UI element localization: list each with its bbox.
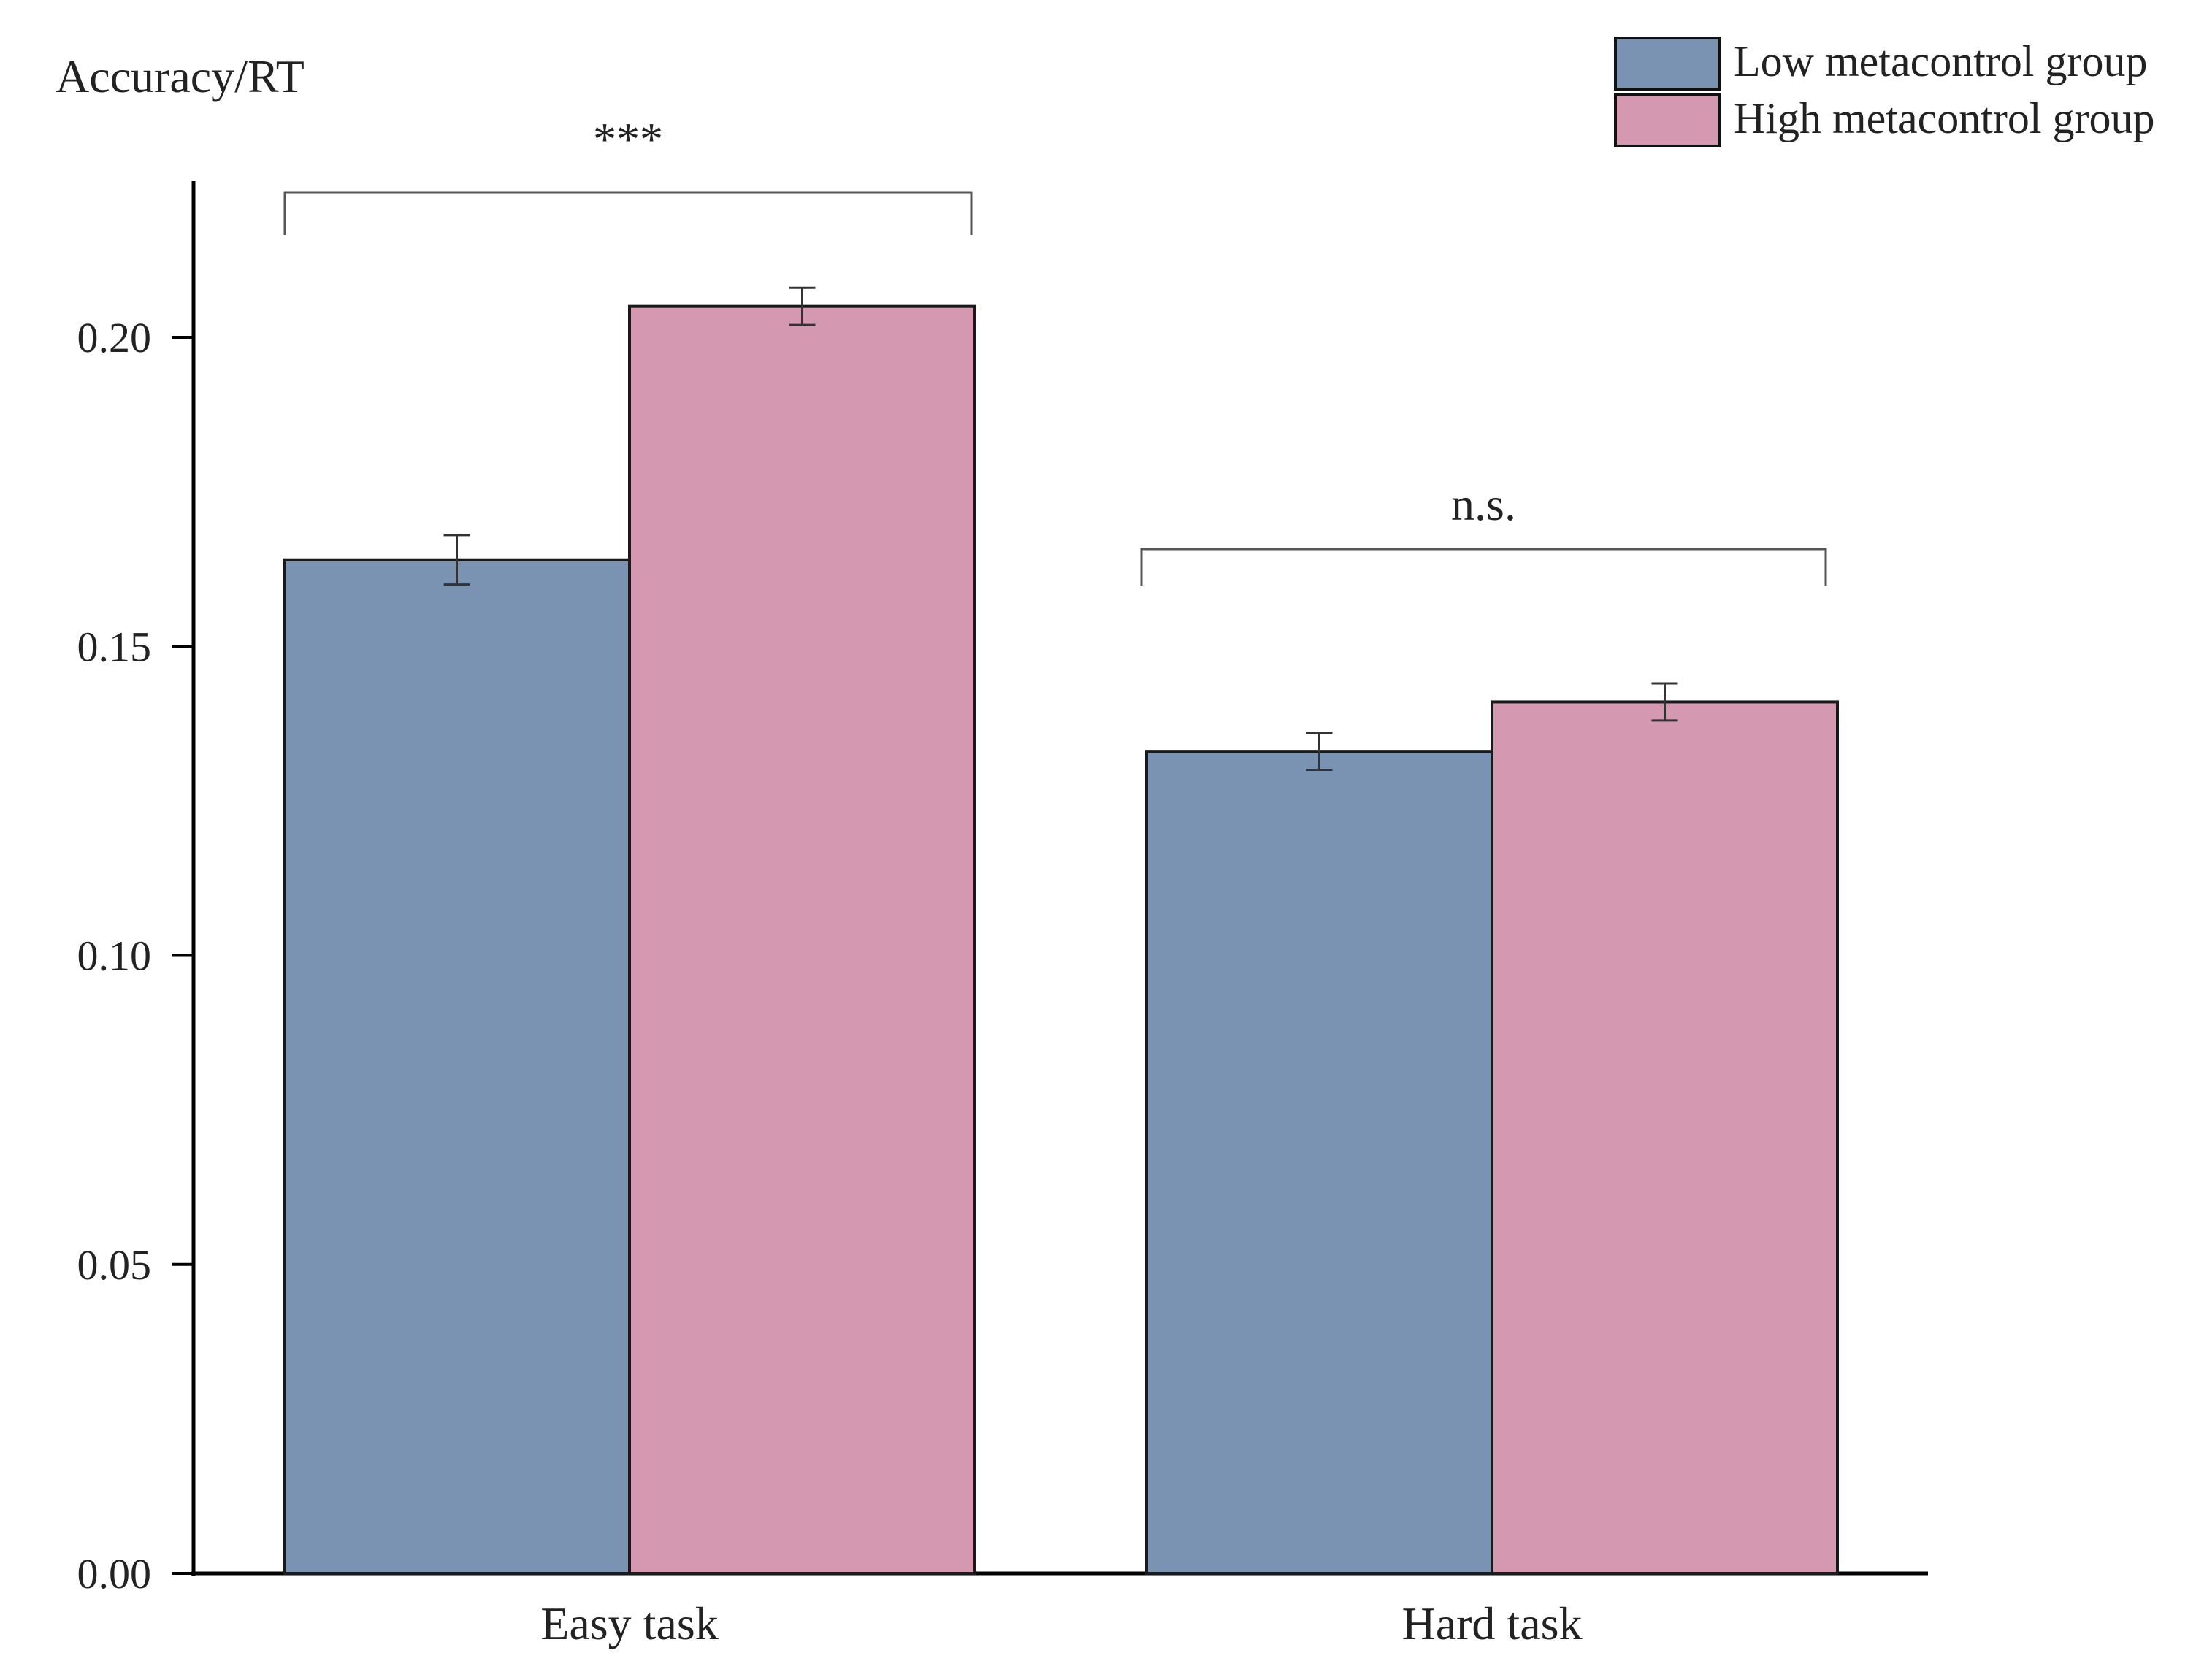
legend-label: High metacontrol group	[1734, 94, 2155, 142]
y-tick-label: 0.15	[77, 623, 152, 670]
bar	[628, 304, 976, 1575]
y-tick-label: 0.05	[77, 1241, 152, 1289]
y-tick-label: 0.00	[77, 1550, 152, 1597]
significance-label: ***	[593, 113, 663, 165]
significance-label: n.s.	[1451, 478, 1516, 530]
bar	[1491, 700, 1839, 1575]
legend-swatch	[1614, 37, 1721, 91]
significance-bracket	[1140, 548, 1827, 586]
legend-swatch	[1614, 93, 1721, 147]
x-tick-label: Easy task	[540, 1597, 719, 1649]
significance-annotations: *** n.s.	[283, 113, 1827, 586]
bars	[283, 304, 1839, 1575]
y-axis-label: Accuracy/RT	[56, 50, 305, 102]
y-tick-label: 0.10	[77, 932, 152, 980]
error-bars	[443, 286, 1678, 772]
y-tick-label: 0.20	[77, 314, 152, 361]
axes: 0.00 0.05 0.10 0.15 0.20 Easy task Hard task	[77, 181, 1928, 1649]
bar	[283, 558, 631, 1575]
legend-label: Low metacontrol group	[1734, 37, 2148, 85]
bar	[1145, 750, 1493, 1575]
x-tick-label: Hard task	[1401, 1597, 1582, 1649]
legend: Low metacontrol group High metacontrol gr…	[1614, 37, 2155, 147]
significance-bracket	[283, 191, 973, 235]
